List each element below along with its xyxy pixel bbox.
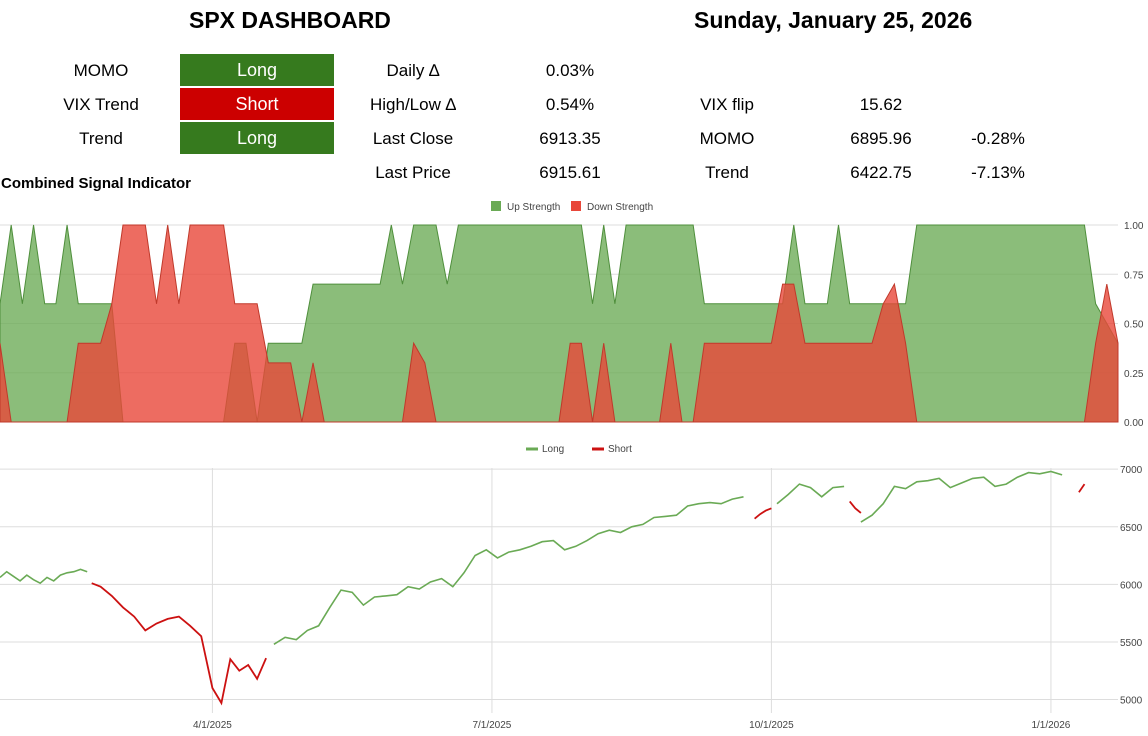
dashboard-date: Sunday, January 25, 2026 — [694, 7, 973, 33]
short-line-segment — [1078, 483, 1086, 493]
short-line-segment — [849, 500, 862, 514]
long-line-segment — [0, 568, 88, 585]
stat-label-last-close: Last Close — [372, 129, 454, 148]
x-tick-label: 4/1/2025 — [193, 720, 232, 731]
signal-label-trend: Trend — [79, 129, 123, 148]
price-legend: Long Short — [526, 444, 632, 455]
y-tick-label: 0.75 — [1124, 270, 1144, 281]
level-label-vix-flip: VIX flip — [700, 95, 754, 114]
level-pct-trend: -7.13% — [971, 163, 1025, 182]
signal-badge-trend: Long — [180, 122, 334, 154]
stat-value-last-price: 6915.61 — [539, 163, 601, 182]
legend-label-down: Down Strength — [587, 202, 653, 213]
y-tick-label: 6000 — [1120, 580, 1143, 591]
x-tick-label: 1/1/2026 — [1031, 720, 1070, 731]
strength-y-ticks: 1.00 0.75 0.50 0.25 0.00 — [1124, 221, 1144, 429]
stat-value-last-close: 6913.35 — [539, 129, 601, 148]
long-line-segment — [860, 470, 1063, 523]
signal-badge-vix-trend: Short — [180, 88, 334, 120]
level-value-momo: 6895.96 — [850, 129, 912, 148]
price-lines — [0, 470, 1086, 706]
y-tick-label: 6500 — [1120, 523, 1143, 534]
signal-label-vix-trend: VIX Trend — [63, 95, 139, 114]
y-tick-label: 0.00 — [1124, 418, 1144, 429]
price-grid — [0, 468, 1118, 713]
stat-label-last-price: Last Price — [375, 163, 451, 182]
level-value-vix-flip: 15.62 — [859, 95, 903, 114]
short-line-segment — [91, 582, 267, 706]
price-y-ticks: 7000 6500 6000 5500 5000 — [1120, 465, 1143, 706]
legend-label-short: Short — [608, 444, 632, 455]
price-x-ticks: 4/1/2025 7/1/2025 10/1/2025 1/1/2026 — [193, 720, 1071, 731]
stat-label-daily-delta: Daily ∆ — [386, 61, 440, 80]
legend-swatch-up — [491, 201, 501, 211]
down-strength-area — [0, 224, 1119, 423]
long-line-segment — [273, 496, 744, 645]
stat-label-high-low-delta: High/Low ∆ — [370, 95, 456, 114]
y-tick-label: 5000 — [1120, 696, 1143, 707]
stat-value-high-low-delta: 0.54% — [545, 95, 595, 114]
y-tick-label: 5500 — [1120, 638, 1143, 649]
y-tick-label: 1.00 — [1124, 221, 1144, 232]
short-line-segment — [754, 507, 772, 520]
level-label-momo: MOMO — [699, 129, 755, 148]
dashboard-title: SPX DASHBOARD — [189, 7, 391, 33]
section-title: Combined Signal Indicator — [1, 175, 192, 192]
y-tick-label: 7000 — [1120, 465, 1143, 476]
y-tick-label: 0.50 — [1124, 320, 1144, 331]
stat-value-daily-delta: 0.03% — [545, 61, 595, 80]
level-value-trend: 6422.75 — [850, 163, 912, 182]
y-tick-label: 0.25 — [1124, 369, 1144, 380]
legend-label-up: Up Strength — [507, 202, 560, 213]
level-pct-momo: -0.28% — [971, 129, 1025, 148]
x-tick-label: 10/1/2025 — [749, 720, 794, 731]
long-line-segment — [776, 483, 845, 505]
x-tick-label: 7/1/2025 — [472, 720, 511, 731]
legend-label-long: Long — [542, 444, 564, 455]
signal-badge-momo: Long — [180, 54, 334, 86]
price-chart: Long Short 7000 6500 6000 5500 5000 4/1/2025 7… — [0, 444, 1143, 731]
level-label-trend: Trend — [705, 163, 749, 182]
legend-swatch-down — [571, 201, 581, 211]
strength-chart: Up Strength Down Strength 1.00 0.75 0.50 0.2… — [0, 201, 1144, 429]
strength-legend: Up Strength Down Strength — [491, 201, 653, 213]
signal-label-momo: MOMO — [73, 61, 129, 80]
strength-areas — [0, 224, 1119, 423]
